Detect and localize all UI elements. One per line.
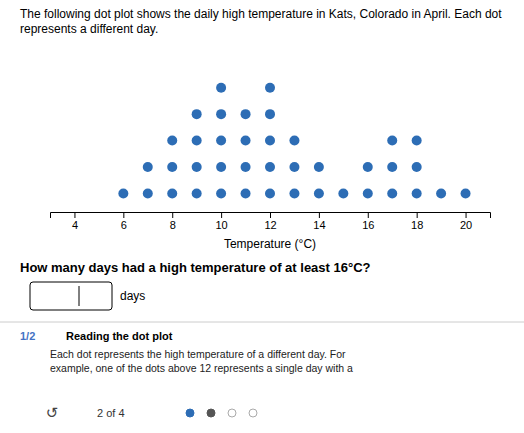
dot [387,162,397,172]
dot [265,83,275,93]
plot-area [118,83,470,199]
x-tick-label: 16 [362,219,374,231]
dot [412,162,422,172]
dot [143,188,153,198]
dot [167,136,177,146]
dot [314,162,324,172]
footer-body: Each dot represents the high temperature… [50,348,346,360]
x-tick: 18 [411,212,423,231]
dot [118,188,128,198]
dot [412,188,422,198]
dot [241,136,251,146]
dot [436,188,446,198]
dot [192,136,202,146]
x-tick-label: 8 [170,219,176,231]
x-tick: 4 [72,212,78,231]
nav-dot[interactable] [186,409,194,417]
chart: The following dot plot shows the daily h… [0,0,524,433]
x-tick-label: 4 [72,219,78,231]
refresh-button[interactable]: ↺ [46,404,59,421]
nav-dot[interactable] [207,409,215,417]
dot [192,188,202,198]
x-tick-mark [270,212,271,218]
dot [289,136,299,146]
x-tick-mark [319,212,320,218]
nav-dot[interactable] [249,409,257,417]
dot [338,188,348,198]
dot [314,188,324,198]
dot [461,188,471,198]
dot [265,109,275,119]
dot [192,162,202,172]
x-tick: 8 [170,212,176,231]
x-tick-mark [466,212,467,218]
dot [143,162,153,172]
x-tick: 14 [313,212,325,231]
dot [241,109,251,119]
dot [167,162,177,172]
question: How many days had a high temperature of … [20,260,371,275]
x-tick: 6 [121,212,127,231]
x-tick-label: 20 [460,219,472,231]
dot [265,188,275,198]
x-axis-title: Temperature (°C) [224,237,316,251]
x-tick: 10 [215,212,227,231]
x-tick-mark [172,212,173,218]
x-tick-mark [123,212,124,218]
dot [289,162,299,172]
dot [265,136,275,146]
dot [241,188,251,198]
dot [387,136,397,146]
x-axis: 4 6 8 10 12 14 16 18 20 [51,212,491,231]
x-tick-mark [368,212,369,218]
dot [167,188,177,198]
x-tick-label: 14 [313,219,325,231]
dot [192,109,202,119]
divider [0,322,524,323]
x-tick-label: 6 [121,219,127,231]
x-tick-mark [74,212,75,218]
x-tick-mark [417,212,418,218]
x-tick-label: 12 [264,219,276,231]
dot [216,83,226,93]
dot [265,162,275,172]
dot [216,162,226,172]
footer-heading: Reading the dot plot [66,330,173,342]
dot [216,136,226,146]
x-tick-label: 18 [411,219,423,231]
dot [387,188,397,198]
x-tick-mark [221,212,222,218]
x-tick: 20 [460,212,472,231]
x-tick: 16 [362,212,374,231]
x-tick-label: 10 [215,219,227,231]
dot [363,162,373,172]
title: The following dot plot shows the daily h… [20,7,502,36]
footer-number: 1/2 [20,330,35,342]
dot [216,188,226,198]
dot [241,162,251,172]
nav-dot[interactable] [228,409,236,417]
x-axis-line [51,213,491,219]
dot [363,188,373,198]
dot [412,136,422,146]
dot [216,109,226,119]
answer-box [30,282,112,310]
answer-label: days [120,289,145,303]
dot [289,188,299,198]
answer-cursor [79,286,80,306]
page-indicator: 2 of 4 [97,407,125,419]
footer-body: example, one of the dots above 12 repres… [50,362,353,374]
x-tick: 12 [264,212,276,231]
